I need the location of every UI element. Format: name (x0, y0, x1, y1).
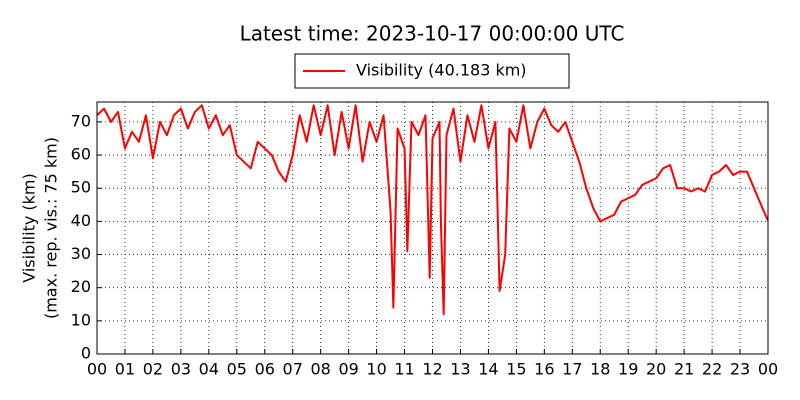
x-tick-label: 05 (227, 360, 247, 379)
y-tick-label: 40 (71, 211, 91, 230)
x-tick-label: 17 (562, 360, 582, 379)
y-tick-label: 10 (71, 310, 91, 329)
x-tick-label: 02 (143, 360, 163, 379)
chart-title: Latest time: 2023-10-17 00:00:00 UTC (240, 22, 625, 46)
x-tick-label: 03 (171, 360, 191, 379)
x-tick-label: 18 (590, 360, 610, 379)
y-tick-label: 0 (81, 344, 91, 363)
y-tick-label: 60 (71, 145, 91, 164)
y-tick-label: 20 (71, 277, 91, 296)
x-tick-label: 15 (506, 360, 526, 379)
x-tick-label: 10 (366, 360, 386, 379)
x-tick-label: 06 (255, 360, 275, 379)
x-tick-label: 01 (115, 360, 135, 379)
x-tick-label: 12 (422, 360, 442, 379)
y-tick-label: 30 (71, 244, 91, 263)
y-tick-label: 70 (71, 111, 91, 130)
x-tick-label: 22 (702, 360, 722, 379)
x-tick-label: 23 (730, 360, 750, 379)
x-tick-label: 07 (283, 360, 303, 379)
y-axis-label: Visibility (km) (20, 173, 39, 282)
x-tick-label: 11 (394, 360, 414, 379)
x-tick-label: 00 (758, 360, 778, 379)
x-tick-label: 21 (674, 360, 694, 379)
legend-label: Visibility (40.183 km) (356, 61, 527, 80)
x-tick-label: 09 (338, 360, 358, 379)
x-tick-label: 13 (450, 360, 470, 379)
y-axis-label: (max. rep. vis.: 75 km) (42, 137, 61, 319)
data-line (96, 104, 769, 316)
x-tick-label: 20 (646, 360, 666, 379)
x-tick-label: 08 (310, 360, 330, 379)
x-tick-label: 19 (618, 360, 638, 379)
x-tick-label: 00 (87, 360, 107, 379)
x-tick-label: 04 (199, 360, 219, 379)
plot-frame (96, 101, 769, 355)
x-tick-label: 14 (478, 360, 498, 379)
y-tick-label: 50 (71, 178, 91, 197)
x-tick-label: 16 (534, 360, 554, 379)
